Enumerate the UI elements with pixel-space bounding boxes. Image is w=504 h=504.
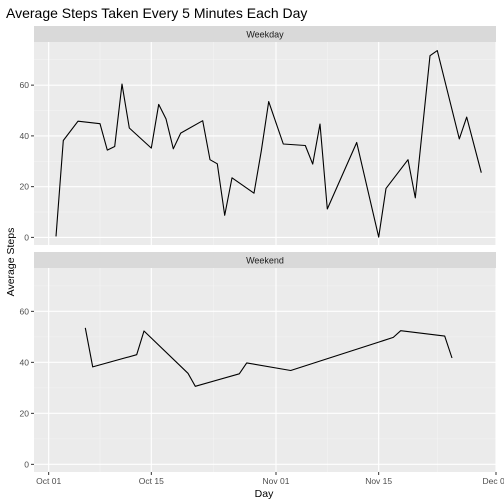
x-tick-label: Oct 15 [139, 476, 164, 486]
x-tick-label: Nov 15 [365, 476, 392, 486]
y-tick-label: 60 [20, 80, 30, 90]
x-tick-label: Oct 01 [36, 476, 61, 486]
series-line-weekday [55, 50, 482, 238]
y-tick-label: 40 [20, 131, 30, 141]
series-line-weekend [84, 327, 453, 387]
facet-panel-weekend: Weekend 0 20 40 60 [20, 252, 496, 472]
facet-panels: Weekday 0 20 40 60 Weekend 0 20 40 60 Oct 01 Oct 15… [20, 26, 504, 486]
y-tick-label: 60 [20, 306, 30, 316]
plot-panel [34, 42, 496, 245]
y-tick-label: 20 [20, 182, 30, 192]
plot-panel [34, 268, 496, 472]
facet-strip [34, 252, 496, 268]
x-tick-label: Dec 01 [483, 476, 504, 486]
x-tick-label: Nov 01 [263, 476, 290, 486]
gridlines [34, 268, 496, 472]
x-axis-title: Day [255, 488, 274, 500]
facet-panel-weekday: Weekday 0 20 40 60 [20, 26, 496, 245]
gridlines [34, 42, 496, 245]
facet-strip-label: Weekday [246, 30, 284, 40]
y-tick-label: 40 [20, 357, 30, 367]
y-tick-label: 0 [24, 232, 29, 242]
y-tick-label: 0 [24, 459, 29, 469]
facet-strip [34, 26, 496, 42]
chart-title: Average Steps Taken Every 5 Minutes Each… [6, 5, 307, 21]
y-axis-title: Average Steps [5, 228, 17, 297]
facet-strip-label: Weekend [246, 256, 284, 266]
y-tick-label: 20 [20, 408, 30, 418]
